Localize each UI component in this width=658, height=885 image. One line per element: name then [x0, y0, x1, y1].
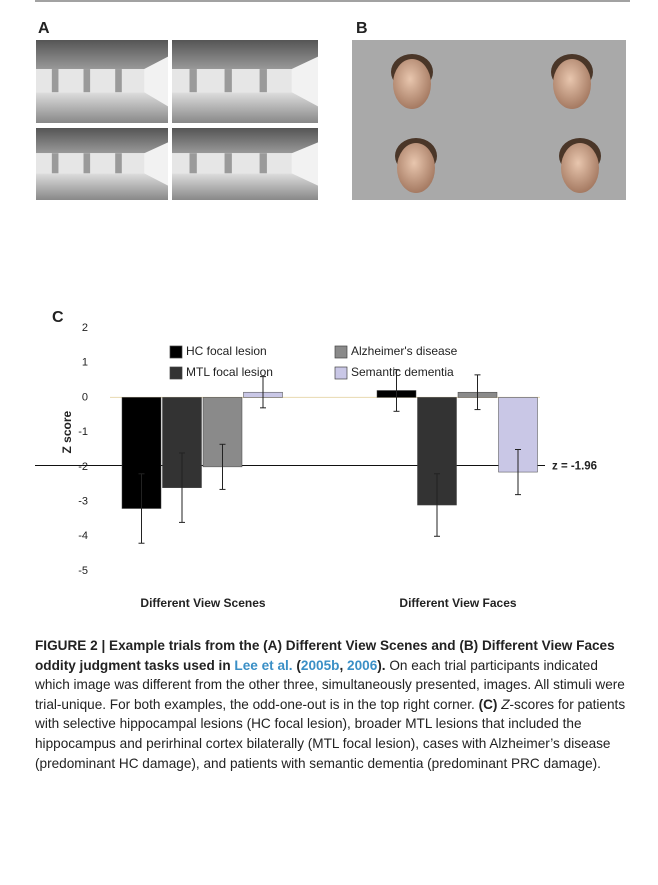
- face-images: [391, 54, 601, 193]
- scene-sky: [36, 40, 168, 70]
- caption-bold: ,: [339, 657, 348, 673]
- y-tick-label: 0: [82, 391, 88, 403]
- scene-pillar: [83, 69, 91, 93]
- legend-label: MTL focal lesion: [186, 365, 273, 379]
- caption-link[interactable]: 2006: [347, 657, 378, 673]
- y-tick-label: 2: [82, 322, 88, 334]
- legend-swatch: [334, 345, 348, 359]
- panel-label: B: [356, 20, 368, 37]
- y-tick-label: -3: [78, 495, 88, 507]
- caption-link[interactable]: Lee et al.: [234, 657, 293, 673]
- caption-bold: (: [292, 657, 301, 673]
- scene-side-wall: [144, 142, 168, 186]
- chart: -5 -4 -3 -2 -1 0 1 2 Z score z = -1.96 Different V…: [35, 322, 597, 610]
- caption-bold: (C): [478, 696, 502, 712]
- x-tick-label: Different View Scenes: [140, 596, 265, 610]
- y-tick-label: -4: [78, 530, 88, 542]
- legend-swatch: [169, 345, 183, 359]
- y-tick-label: -1: [78, 426, 88, 438]
- scene-wall: [36, 153, 168, 174]
- caption-italic: Z: [501, 696, 510, 712]
- scene-pillar: [189, 69, 197, 93]
- legend-label: Semantic dementia: [351, 365, 454, 379]
- x-tick-label: Different View Faces: [399, 596, 516, 610]
- scene-sky: [172, 40, 318, 70]
- error-bar: [260, 376, 266, 409]
- scene-pillar: [51, 153, 59, 174]
- scene-pillar: [189, 153, 197, 174]
- scene-side-wall: [291, 142, 318, 186]
- panel-label: A: [38, 20, 50, 37]
- panel-label: C: [52, 309, 64, 326]
- scene-pillar: [51, 69, 59, 93]
- scene-wall: [36, 69, 168, 93]
- face: [561, 143, 599, 193]
- scene-floor: [172, 92, 318, 123]
- scene-pillar: [115, 153, 122, 174]
- y-tick-label: 1: [82, 357, 88, 369]
- error-bar: [138, 473, 145, 544]
- scene-pillar: [259, 69, 267, 93]
- caption-bold: FIGURE 2 | Example trials from the (A) D…: [35, 638, 615, 673]
- error-bar: [179, 452, 185, 523]
- scene-wall: [172, 153, 318, 174]
- scene-pillar: [259, 153, 267, 174]
- scene-floor: [36, 173, 168, 200]
- face: [553, 59, 591, 109]
- caption-link[interactable]: 2005b: [300, 657, 340, 673]
- scene-sky: [36, 128, 168, 154]
- caption: FIGURE 2 | Example trials from the (A) D…: [35, 636, 631, 773]
- legend-label: HC focal lesion: [186, 344, 267, 358]
- error-bar: [515, 449, 521, 496]
- scene-sky: [172, 128, 318, 154]
- error-bar: [474, 374, 481, 411]
- scene-wall: [172, 69, 318, 93]
- figure: A B C -5 -4 -3 -2 -1 0 1 2 Z score z = -1.96 Diffe…: [35, 0, 630, 610]
- caption-normal: On each trial participants indicated whi…: [35, 657, 625, 712]
- scene-floor: [36, 92, 168, 123]
- scene-side-wall: [291, 56, 318, 107]
- y-axis-label: Z score: [60, 410, 74, 453]
- y-tick-label: -5: [78, 565, 88, 577]
- legend-swatch: [334, 366, 348, 380]
- legend-swatch: [169, 366, 183, 380]
- scene-floor: [172, 173, 318, 200]
- scene-side-wall: [144, 56, 168, 107]
- error-bar: [219, 443, 226, 490]
- scene-pillar: [115, 69, 122, 93]
- caption-normal: -scores for patients with selective hipp…: [35, 696, 626, 771]
- caption-bold: ).: [377, 657, 386, 673]
- error-bar: [393, 369, 400, 412]
- y-tick-label: -2: [78, 461, 88, 473]
- scene-pillar: [83, 153, 91, 174]
- face: [397, 143, 435, 193]
- face: [393, 59, 431, 109]
- scene-pillar: [224, 69, 232, 93]
- error-bar: [434, 473, 440, 537]
- reference-label: z = -1.96: [552, 460, 597, 472]
- scene-pillar: [224, 153, 232, 174]
- legend-label: Alzheimer's disease: [351, 344, 458, 358]
- scene-images: [36, 40, 318, 200]
